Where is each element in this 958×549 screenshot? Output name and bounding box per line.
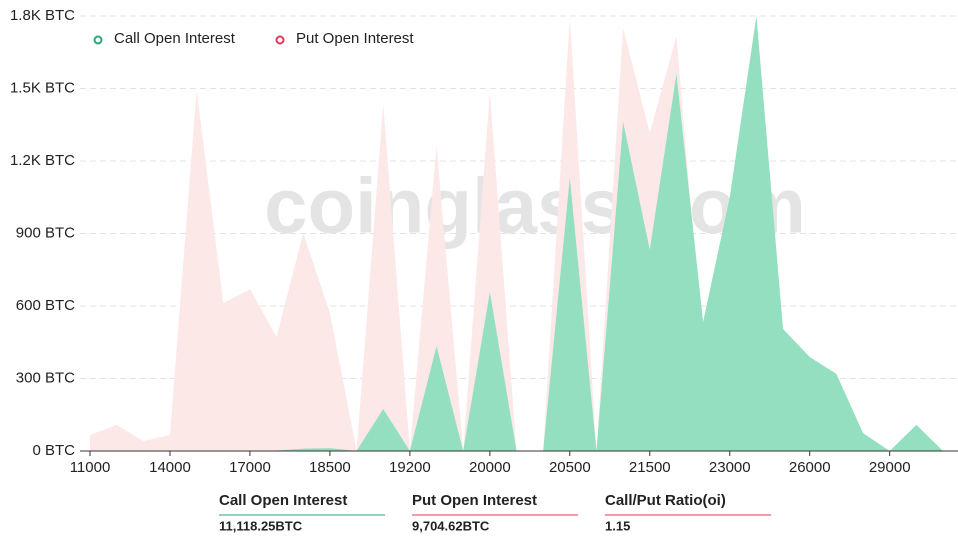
x-tick-label: 26000	[789, 459, 831, 476]
x-tick-label: 11000	[70, 459, 111, 476]
y-tick-label: 1.5K BTC	[10, 79, 75, 96]
summary-label: Call/Put Ratio(oi)	[605, 492, 726, 509]
y-tick-label: 600 BTC	[16, 297, 75, 314]
legend-marker	[93, 35, 103, 45]
x-tick-label: 19200	[389, 459, 431, 476]
x-tick-label: 29000	[869, 459, 911, 476]
y-tick-label: 900 BTC	[16, 224, 75, 241]
x-tick-label: 20500	[549, 459, 591, 476]
x-tick-label: 18500	[309, 459, 351, 476]
x-tick-label: 14000	[149, 459, 191, 476]
summary-value: 11,118.25BTC	[219, 518, 303, 533]
x-tick-label: 20000	[469, 459, 511, 476]
y-tick-label: 0 BTC	[32, 442, 75, 459]
summary-label: Call Open Interest	[219, 492, 347, 509]
x-tick-label: 21500	[629, 459, 671, 476]
area	[90, 17, 943, 451]
y-tick-label: 1.2K BTC	[10, 152, 75, 169]
summary-label: Put Open Interest	[412, 492, 537, 509]
area	[90, 16, 943, 451]
legend-marker	[275, 35, 285, 45]
summary-value: 1.15	[605, 518, 630, 533]
watermark: coinglass.com	[264, 162, 806, 250]
x-tick-label: 17000	[229, 459, 271, 476]
legend-label[interactable]: Put Open Interest	[296, 30, 414, 47]
y-tick-label: 300 BTC	[16, 369, 75, 386]
legend-label[interactable]: Call Open Interest	[114, 30, 236, 47]
y-tick-label: 1.8K BTC	[10, 7, 75, 24]
summary-value: 9,704.62BTC	[412, 518, 490, 533]
x-tick-label: 23000	[709, 459, 751, 476]
